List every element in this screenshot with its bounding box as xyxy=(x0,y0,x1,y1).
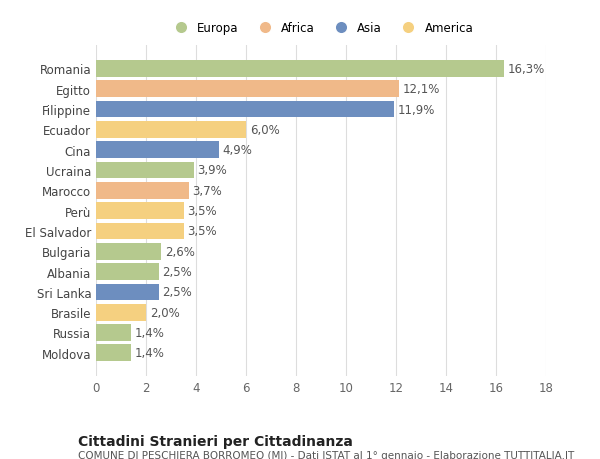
Bar xyxy=(96,304,146,321)
Bar xyxy=(96,101,394,118)
Text: 6,0%: 6,0% xyxy=(250,123,280,136)
Text: 2,5%: 2,5% xyxy=(162,286,192,299)
Text: 11,9%: 11,9% xyxy=(397,103,434,116)
Bar xyxy=(96,203,184,219)
Text: 4,9%: 4,9% xyxy=(222,144,252,157)
Bar xyxy=(96,183,188,199)
Text: 3,9%: 3,9% xyxy=(197,164,227,177)
Bar xyxy=(96,81,398,98)
Text: 2,0%: 2,0% xyxy=(150,306,179,319)
Legend: Europa, Africa, Asia, America: Europa, Africa, Asia, America xyxy=(165,19,477,39)
Bar xyxy=(96,142,218,159)
Text: 3,5%: 3,5% xyxy=(187,225,217,238)
Bar xyxy=(96,325,131,341)
Bar xyxy=(96,284,158,301)
Text: 3,5%: 3,5% xyxy=(187,205,217,218)
Text: 16,3%: 16,3% xyxy=(507,63,545,76)
Bar xyxy=(96,223,184,240)
Text: COMUNE DI PESCHIERA BORROMEO (MI) - Dati ISTAT al 1° gennaio - Elaborazione TUTT: COMUNE DI PESCHIERA BORROMEO (MI) - Dati… xyxy=(78,450,574,459)
Bar xyxy=(96,162,193,179)
Bar xyxy=(96,263,158,280)
Text: 3,7%: 3,7% xyxy=(192,185,222,197)
Bar xyxy=(96,243,161,260)
Text: 2,5%: 2,5% xyxy=(162,265,192,279)
Text: 2,6%: 2,6% xyxy=(165,245,194,258)
Text: 1,4%: 1,4% xyxy=(135,326,164,339)
Bar xyxy=(96,345,131,361)
Text: 12,1%: 12,1% xyxy=(402,83,440,96)
Text: Cittadini Stranieri per Cittadinanza: Cittadini Stranieri per Cittadinanza xyxy=(78,434,353,448)
Bar xyxy=(96,61,503,78)
Bar xyxy=(96,122,246,138)
Text: 1,4%: 1,4% xyxy=(135,347,164,359)
